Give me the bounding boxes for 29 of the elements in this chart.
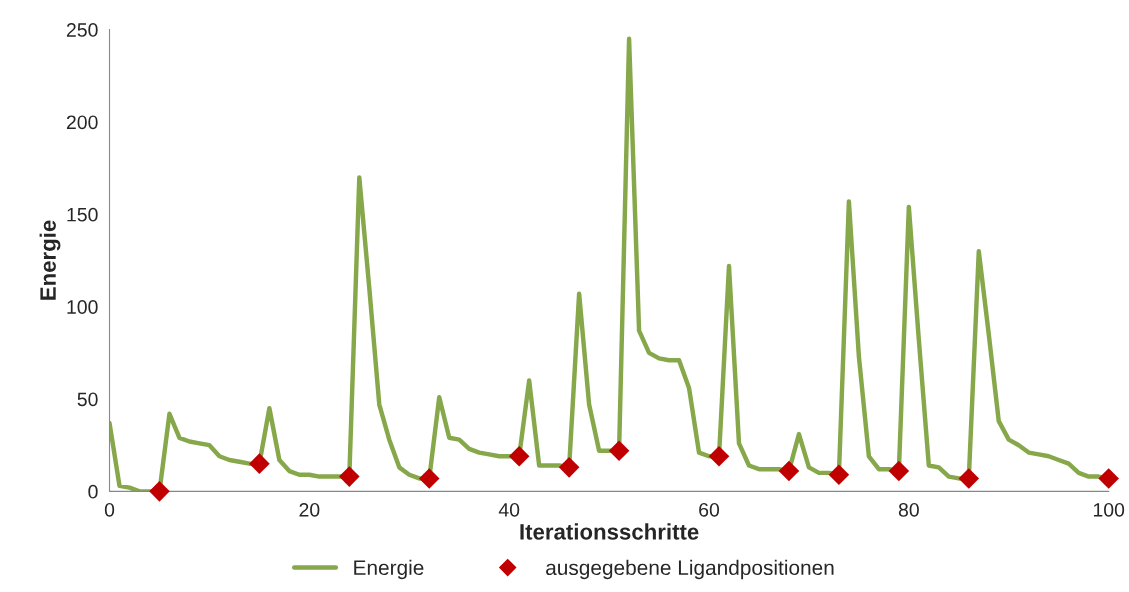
- x-tick-label: 40: [498, 502, 520, 517]
- y-tick-label: 200: [66, 115, 98, 130]
- point: [958, 468, 980, 489]
- point: [558, 457, 580, 478]
- x-tick-label: 60: [699, 502, 720, 517]
- point: [249, 453, 270, 474]
- x-tick-label: 100: [1093, 502, 1125, 517]
- y-tick-label: 0: [88, 484, 98, 499]
- y-axis-title: Energie: [39, 220, 61, 300]
- point: [339, 466, 360, 487]
- point: [708, 445, 730, 467]
- point: [828, 464, 850, 486]
- point: [608, 440, 630, 462]
- x-tick-label: 80: [898, 502, 919, 517]
- x-axis-title: Iterationsschritte: [520, 523, 699, 540]
- legend-label: ausgegebene Ligandpositionen: [546, 559, 834, 580]
- y-tick-label: 250: [66, 23, 98, 37]
- y-tick-label: 150: [67, 207, 98, 222]
- point: [778, 460, 800, 482]
- point: [888, 460, 910, 482]
- point: [149, 481, 170, 502]
- x-tick-label: 20: [299, 502, 320, 517]
- point: [508, 445, 530, 467]
- legend-label: Energie: [354, 559, 424, 580]
- x-tick-label: 0: [104, 502, 115, 517]
- y-tick-label: 100: [67, 300, 98, 314]
- point: [1098, 468, 1119, 489]
- point: [418, 468, 440, 489]
- y-tick-label: 50: [77, 392, 98, 407]
